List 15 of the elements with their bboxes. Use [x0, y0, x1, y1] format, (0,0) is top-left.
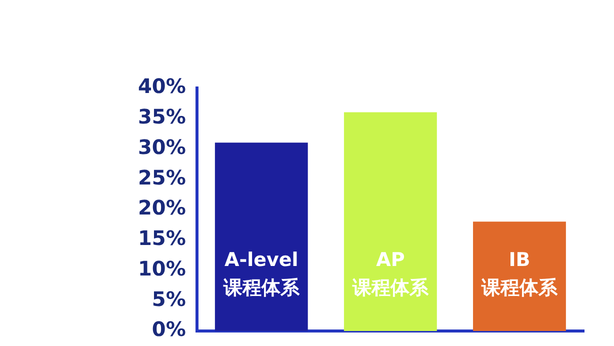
y-tick-label: 0%: [152, 317, 186, 342]
y-tick-label: 20%: [138, 196, 186, 220]
x-tick-label: AP 课程体系: [351, 248, 430, 299]
x-tick-label: A-level 课程体系: [222, 248, 300, 299]
y-tick-label: 5%: [152, 286, 186, 311]
bar: [214, 142, 308, 331]
y-tick-label: 15%: [138, 226, 186, 250]
y-tick-label: 25%: [138, 165, 186, 190]
y-tick-label: 40%: [138, 74, 186, 98]
y-tick-label: 35%: [138, 104, 186, 129]
bar: [344, 112, 437, 331]
bar: [473, 222, 566, 331]
y-tick-label: 30%: [138, 134, 186, 159]
x-tick-label: IB 课程体系: [480, 248, 558, 299]
y-tick-label: 10%: [138, 256, 186, 280]
